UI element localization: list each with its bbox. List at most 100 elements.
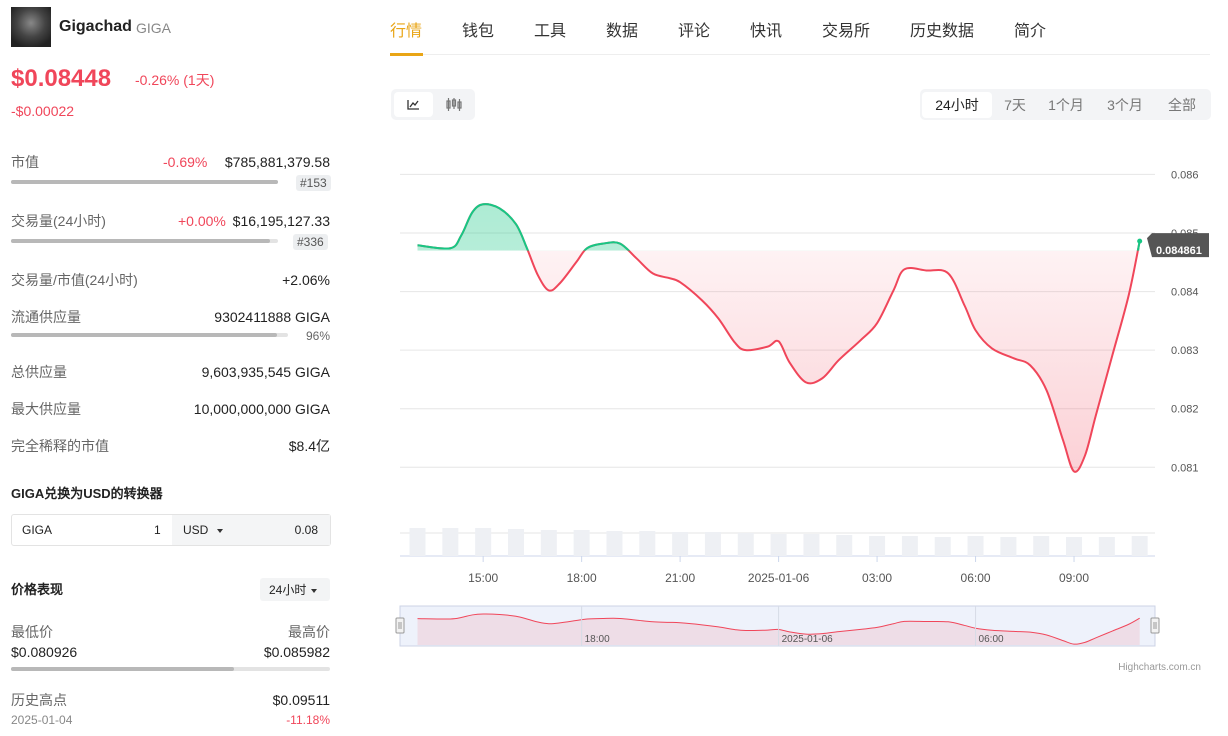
period[interactable]: 24小时 [269,583,307,597]
range-button[interactable]: 24小时 [935,97,979,113]
y-tick-label: 0.084 [1171,287,1199,299]
stat-change: -0.69% [163,154,208,170]
last-value-label: 0.084861 [1156,245,1202,257]
stat-value: $785,881,379.58 [224,154,330,170]
tab-divider [390,54,1210,55]
line-chart-button[interactable] [394,92,433,117]
tab[interactable]: 行情 [390,23,423,40]
range-button[interactable]: 1个月 [1048,97,1084,113]
navigator[interactable] [399,605,1156,647]
tab[interactable]: 数据 [606,23,639,40]
y-tick-label: 0.086 [1171,169,1199,181]
tab[interactable]: 评论 [678,23,711,40]
converter-result: 0.08 [294,523,318,537]
high-label: 最高价 [288,624,330,640]
stat-value: 10,000,000,000 GIGA [193,401,330,417]
price-line-up [417,203,1141,251]
volume-bar [934,537,951,556]
converter-to[interactable]: USD [183,523,209,537]
volume-bar [967,536,984,556]
tab[interactable]: 快讯 [750,23,783,40]
converter-title: GIGA兑换为USD的转换器 [11,486,163,501]
y-tick-label: 0.082 [1171,404,1199,416]
volume-bar [1033,536,1050,556]
stat-label: 完全稀释的市值 [11,438,109,454]
price-change-abs: -$0.00022 [11,103,75,119]
progress [11,239,278,243]
navigator-label: 2025-01-06 [782,634,834,645]
range-active [922,92,992,118]
x-tick-label: 18:00 [567,571,597,585]
tab[interactable]: 钱包 [462,23,495,40]
volume-bar [672,532,689,556]
ath-change: -11.18% [286,713,330,727]
range-button[interactable]: 3个月 [1107,97,1143,113]
stat-value: $16,195,127.33 [232,213,330,229]
converter-amount[interactable]: 1 [154,523,161,537]
y-tick-label: 0.085 [1171,228,1199,240]
converter-target[interactable] [172,515,330,545]
tab[interactable]: 简介 [1014,23,1047,40]
volume-bar [901,536,918,556]
volume-bar [737,533,754,556]
volume-bar [1131,536,1148,556]
line-icon [407,100,419,110]
converter-from: GIGA [22,523,53,537]
credit: Highcharts.com.cn [1118,662,1201,673]
candle-icon [446,98,462,111]
x-tick-label: 21:00 [665,571,695,585]
volume-bar [1098,537,1115,556]
volume-bar [573,530,590,556]
ath-date: 2025-01-04 [11,713,73,727]
range-bar [11,667,330,671]
stat-change: +0.00% [178,213,226,229]
navigator-handle [395,617,405,634]
y-tick-label: 0.081 [1171,462,1199,474]
stat-label: 最大供应量 [11,401,81,417]
ath-label: 历史高点 [11,692,67,708]
area-down [527,250,1138,472]
volume-bar [704,532,721,556]
navigator-line [417,613,1140,645]
tab[interactable]: 历史数据 [910,23,975,40]
tab[interactable]: 工具 [534,23,567,40]
navigator-label: 06:00 [979,634,1004,645]
price-line [417,203,1141,473]
x-tick-label: 09:00 [1059,571,1089,585]
rank: #336 [293,234,328,250]
x-tick-label: 03:00 [862,571,892,585]
tab-underline [390,53,423,56]
volume-bar [836,535,853,556]
volume-bar [869,536,886,556]
volume-bar [475,528,492,556]
navigator-handle [1150,617,1160,634]
volume-bar [409,528,426,556]
volume-bar [606,531,623,556]
candle-chart-button[interactable] [436,92,472,117]
period-select[interactable] [260,578,330,601]
section-title: 价格表现 [11,582,64,597]
stat-label: 流通供应量 [11,309,81,325]
volume-bar [1000,537,1017,556]
volume-bar [770,534,787,556]
stat-value: +2.06% [282,272,330,288]
y-tick-label: 0.083 [1171,345,1199,357]
volume-bar [442,528,459,556]
coin-symbol: GIGA [136,20,172,36]
range-button[interactable]: 全部 [1168,97,1196,113]
price: $0.08448 [11,65,112,92]
dropdown-arrow [212,521,223,539]
range-button[interactable]: 7天 [1004,97,1026,113]
stat-label: 总供应量 [11,364,67,380]
stat-label: 交易量(24小时) [11,213,106,229]
tab[interactable]: 交易所 [822,23,871,40]
volume-bar [507,529,524,556]
ath: $0.09511 [272,692,330,708]
area-up [417,204,1140,251]
progress [11,333,288,337]
price-change: -0.26% (1天) [135,72,215,88]
stat-value: $8.4亿 [288,438,330,454]
low: $0.080926 [11,644,78,660]
low-label: 最低价 [11,624,53,640]
coin-name: Gigachad [59,18,132,35]
